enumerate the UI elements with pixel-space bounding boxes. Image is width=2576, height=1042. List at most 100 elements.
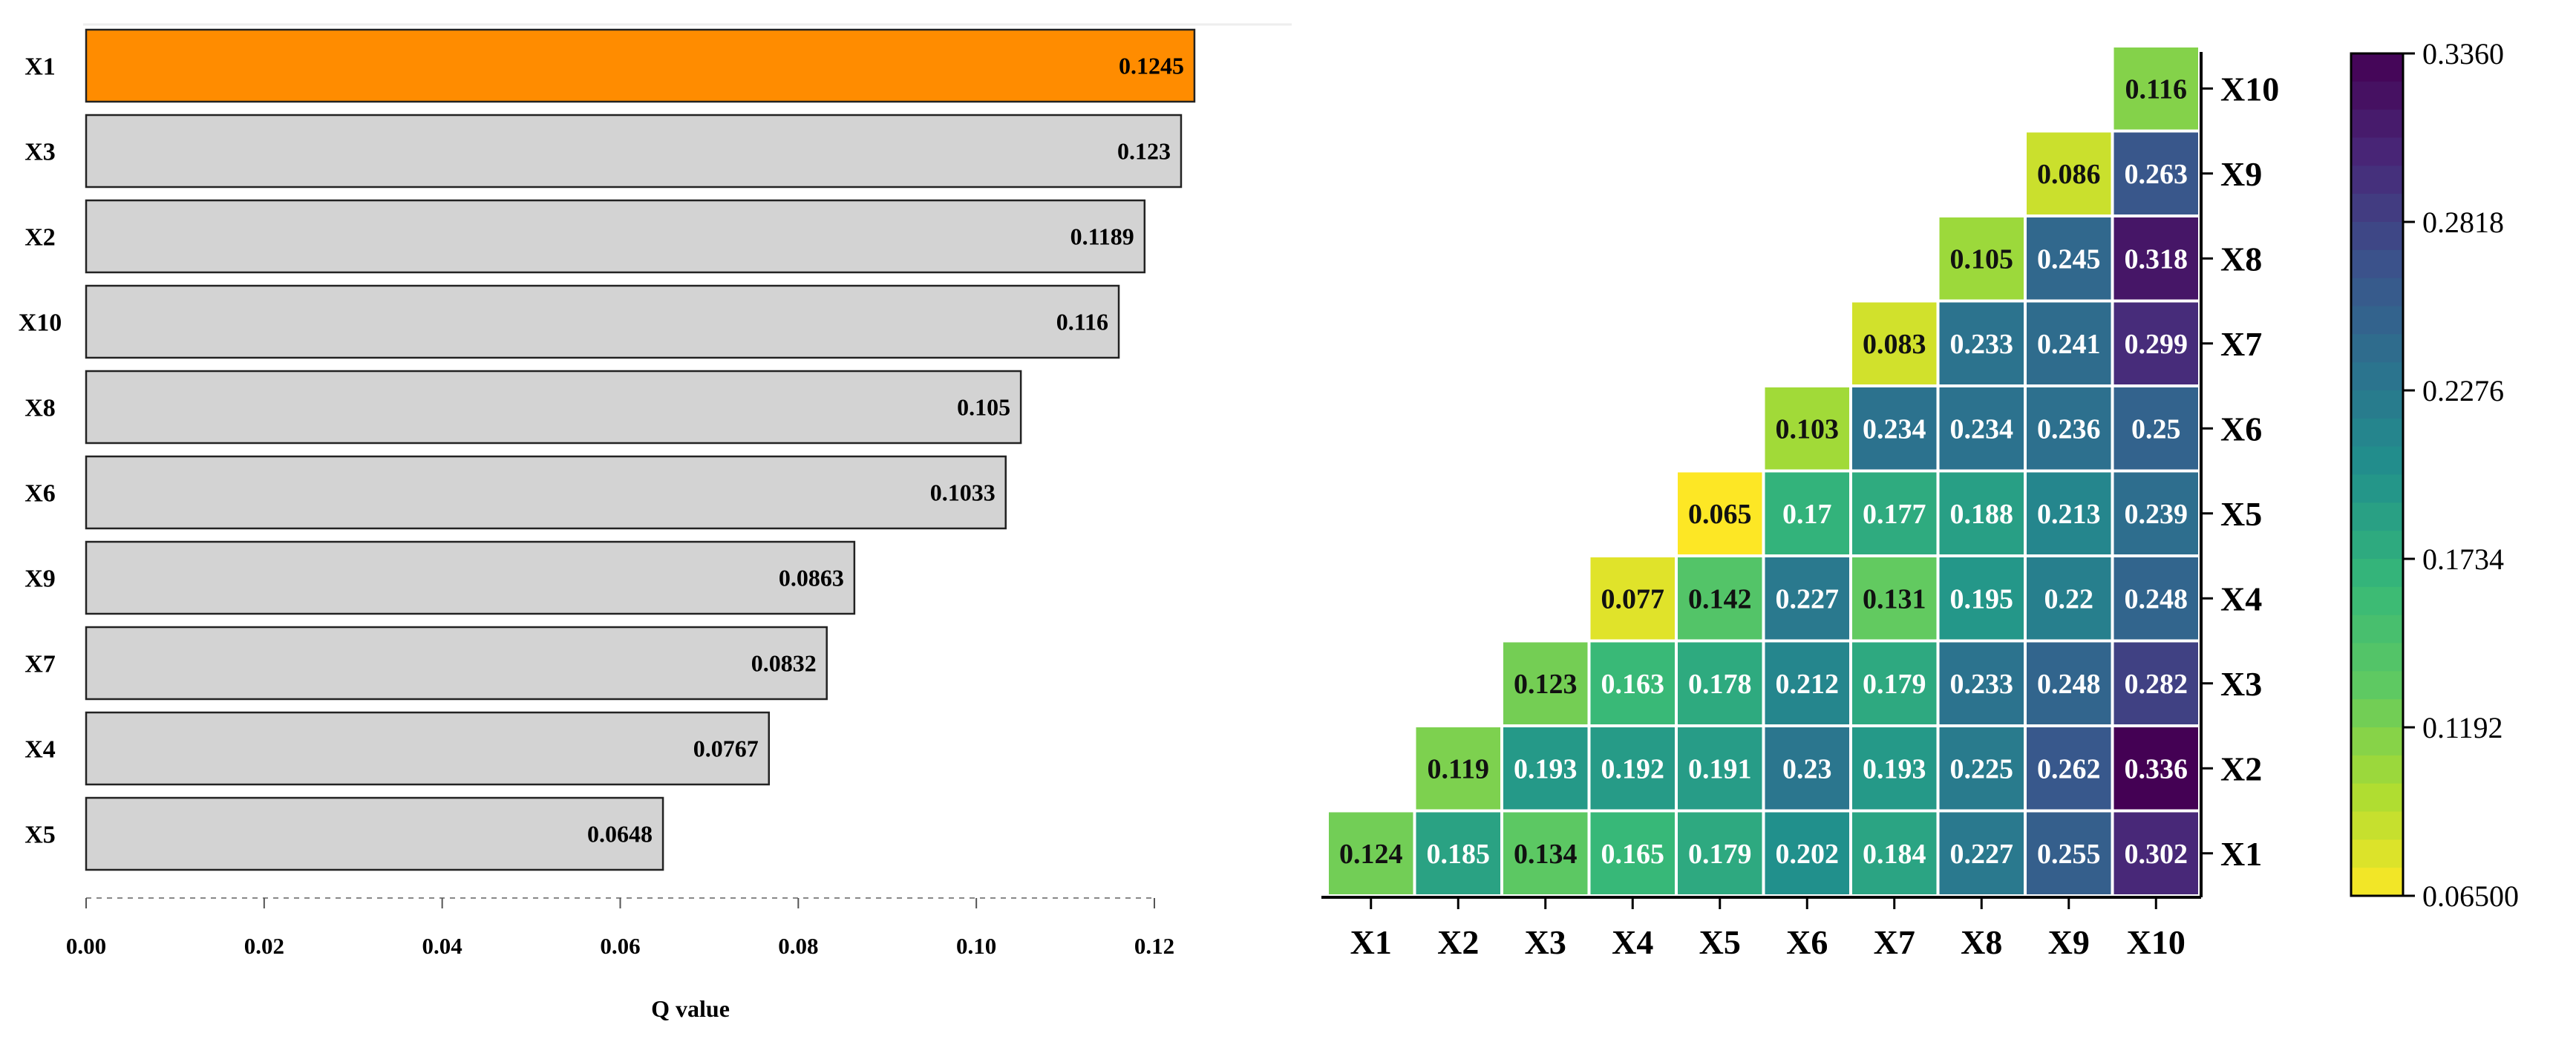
bar-x2: [85, 199, 1146, 274]
heatmap-y-tick-label: X4: [2220, 580, 2262, 617]
heatmap-cell-label: 0.17: [1782, 499, 1832, 530]
heatmap-cell-label: 0.225: [1950, 753, 2014, 784]
heatmap-x-tick-label: X6: [1786, 923, 1828, 961]
heatmap-cell-label: 0.318: [2125, 243, 2188, 275]
colorbar-segment: [2351, 502, 2403, 532]
colorbar-segment: [2351, 615, 2403, 644]
heatmap-cell-label: 0.193: [1863, 753, 1926, 784]
heatmap-cell-label: 0.105: [1950, 243, 2014, 275]
heatmap-cell: [1500, 639, 1591, 727]
heatmap-cell-label: 0.165: [1601, 839, 1665, 870]
bar-category-label: X6: [24, 480, 56, 508]
heatmap-cell-label: 0.302: [2125, 839, 2188, 870]
heatmap-cell-label: 0.22: [2044, 583, 2094, 615]
colorbar-tick-label: 0.3360: [2422, 37, 2504, 71]
heatmap-cell: [2111, 639, 2201, 727]
heatmap-cell: [2111, 809, 2201, 897]
colorbar-segment: [2351, 559, 2403, 588]
heatmap-x-tick-label: X5: [1699, 923, 1741, 961]
heatmap-y-tick-label: X7: [2220, 325, 2262, 363]
bar-value-label: 0.105: [957, 394, 1010, 421]
heatmap-x-tick-label: X1: [1350, 923, 1392, 961]
heatmap-cell-label: 0.245: [2037, 243, 2101, 275]
heatmap-cell-label: 0.239: [2125, 499, 2188, 530]
colorbar-segment: [2351, 531, 2403, 560]
heatmap-chart: 0.124 0.185 0.119 0.134 0.193 0.123 0.165 0.192…: [1321, 37, 2519, 961]
bar-x10: [85, 284, 1120, 359]
heatmap-cell: [1936, 384, 2027, 473]
heatmap-x-tick-label: X2: [1437, 923, 1479, 961]
heatmap-cell-label: 0.248: [2037, 669, 2101, 700]
heatmap-cell-label: 0.142: [1688, 583, 1752, 615]
heatmap-x-tick-label: X3: [1525, 923, 1566, 961]
heatmap-cell-label: 0.134: [1514, 839, 1578, 870]
heatmap-cell: [2111, 724, 2201, 813]
heatmap-cell-label: 0.233: [1950, 669, 2014, 700]
heatmap-cell: [1849, 384, 1940, 473]
colorbar-segment: [2351, 306, 2403, 335]
bar-category-label: X1: [24, 53, 56, 81]
heatmap-cell: [1849, 554, 1940, 643]
heatmap-y-tick-label: X10: [2220, 70, 2279, 108]
heatmap-cell: [2111, 299, 2201, 387]
colorbar-segment: [2351, 334, 2403, 364]
heatmap-cell-label: 0.193: [1514, 753, 1578, 784]
colorbar-segment: [2351, 783, 2403, 813]
heatmap-cell: [1587, 554, 1678, 643]
heatmap-cell-label: 0.202: [1776, 839, 1840, 870]
bar-chart: 0.1245 X1 0.123 X3 0.1189 X2 0.116 X10 0.105 X8 0.…: [19, 23, 1292, 1022]
colorbar-segment: [2351, 474, 2403, 504]
bar-value-label: 0.0767: [693, 735, 759, 762]
heatmap-cell: [1500, 724, 1591, 813]
heatmap-y-tick-label: X1: [2220, 835, 2262, 873]
bar-value-label: 0.0832: [751, 650, 817, 677]
heatmap-cell-label: 0.233: [1950, 329, 2014, 360]
bar-x7: [85, 626, 828, 701]
colorbar-segment: [2351, 137, 2403, 167]
colorbar-segment: [2351, 755, 2403, 784]
heatmap-cell-label: 0.262: [2037, 753, 2101, 784]
heatmap-cell: [2111, 384, 2201, 473]
heatmap-cell-label: 0.212: [1776, 669, 1840, 700]
colorbar-frame: [2350, 52, 2405, 897]
bar-category-label: X8: [24, 395, 56, 422]
heatmap-cell-label: 0.184: [1863, 839, 1926, 870]
heatmap-cell: [2111, 214, 2201, 303]
heatmap-cell-label: 0.103: [1776, 413, 1840, 445]
heatmap-cell: [1500, 809, 1591, 897]
heatmap-cell-label: 0.25: [2131, 413, 2181, 445]
heatmap-cell-label: 0.23: [1782, 753, 1832, 784]
heatmap-cell-label: 0.241: [2037, 329, 2101, 360]
heatmap-cell: [2024, 129, 2114, 217]
heatmap-cell-label: 0.192: [1601, 753, 1665, 784]
bar-x-tick-label: 0.02: [244, 933, 284, 959]
colorbar-segment: [2351, 109, 2403, 139]
heatmap-cell: [1675, 469, 1765, 557]
heatmap-cell-label: 0.236: [2037, 413, 2101, 445]
heatmap-x-tick-label: X10: [2127, 923, 2186, 961]
bar-x1: [85, 28, 1196, 103]
heatmap-cell-label: 0.227: [1950, 839, 2014, 870]
bar-x-tick-label: 0.00: [66, 933, 106, 959]
colorbar-tick-label: 0.1192: [2422, 711, 2503, 744]
heatmap-cell-label: 0.177: [1863, 499, 1926, 530]
heatmap-cell-label: 0.191: [1688, 753, 1752, 784]
heatmap-y-tick-label: X6: [2220, 410, 2262, 448]
heatmap-cell-label: 0.163: [1601, 669, 1665, 700]
heatmap-cell: [1936, 214, 2027, 303]
bar-value-label: 0.1033: [930, 479, 996, 506]
colorbar-segment: [2351, 249, 2403, 279]
bar-x4: [85, 711, 771, 786]
heatmap-cell: [1762, 639, 1852, 727]
bar-x3: [85, 114, 1183, 189]
heatmap-x-tick-label: X8: [1961, 923, 2002, 961]
bar-x6: [85, 455, 1007, 530]
heatmap-cell: [1413, 724, 1503, 813]
bar-value-label: 0.1189: [1070, 223, 1134, 250]
heatmap-cell-label: 0.119: [1428, 753, 1489, 784]
colorbar-segment: [2351, 222, 2403, 251]
colorbar-segment: [2351, 586, 2403, 616]
bar-x5: [85, 796, 664, 871]
heatmap-y-tick-label: X2: [2220, 750, 2262, 787]
heatmap-cell-label: 0.179: [1688, 839, 1752, 870]
